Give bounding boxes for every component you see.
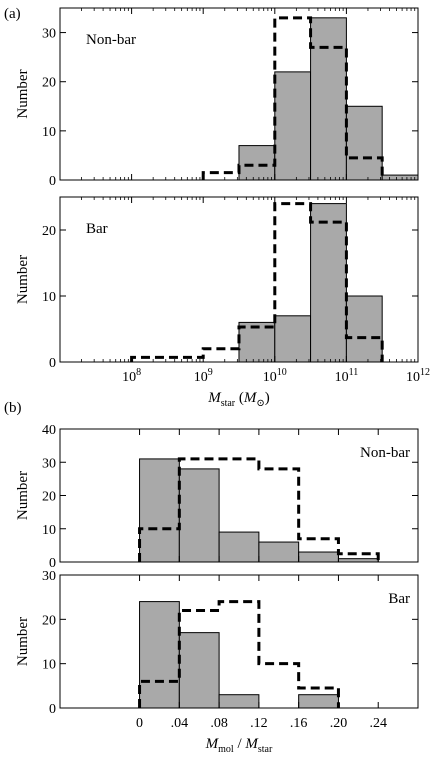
panel-label: Non-bar bbox=[360, 445, 410, 461]
x-tick-label: 108 bbox=[122, 367, 141, 385]
x-tick-label: .20 bbox=[330, 716, 348, 731]
dashed-step-line bbox=[201, 16, 384, 180]
y-tick-label: 10 bbox=[42, 290, 56, 305]
x-tick-label: .24 bbox=[369, 716, 387, 731]
x-tick-label: 0 bbox=[136, 716, 143, 731]
part-label-a: (a) bbox=[4, 6, 21, 22]
histogram-bar bbox=[345, 105, 383, 181]
x-tick-label: .08 bbox=[210, 716, 228, 731]
histogram-bar bbox=[218, 694, 260, 709]
x-tick-label: .04 bbox=[171, 716, 189, 731]
y-axis-label: Number bbox=[15, 617, 31, 666]
dashed-step-line bbox=[130, 202, 384, 362]
y-tick-label: 10 bbox=[42, 125, 56, 140]
x-axis-label: Mstar (M⊙) bbox=[207, 390, 270, 409]
histogram-bar bbox=[298, 694, 339, 709]
x-tick-label: 1011 bbox=[335, 367, 359, 385]
histogram-bar bbox=[258, 541, 300, 563]
histogram-bar bbox=[238, 145, 276, 181]
histogram-bar bbox=[310, 203, 347, 363]
y-tick-label: 0 bbox=[49, 174, 56, 189]
panel-label: Non-bar bbox=[86, 32, 136, 48]
x-tick-label: 1010 bbox=[263, 367, 287, 385]
histogram-bar bbox=[345, 295, 383, 363]
y-tick-label: 10 bbox=[42, 658, 56, 673]
panel-label: Bar bbox=[388, 591, 410, 607]
y-tick-label: 0 bbox=[49, 556, 56, 571]
histogram-bar bbox=[298, 551, 339, 563]
plot-frame bbox=[59, 196, 419, 363]
x-tick-label: .12 bbox=[250, 716, 268, 731]
y-tick-label: 30 bbox=[42, 456, 56, 471]
y-tick-label: 40 bbox=[42, 423, 56, 438]
y-axis-label: Number bbox=[15, 471, 31, 520]
dashed-step-line bbox=[138, 600, 340, 708]
y-tick-label: 0 bbox=[49, 702, 56, 717]
y-tick-label: 0 bbox=[49, 356, 56, 371]
y-axis-label: Number bbox=[15, 255, 31, 304]
y-tick-label: 20 bbox=[42, 224, 56, 239]
histogram-bar bbox=[310, 17, 347, 181]
y-tick-label: 10 bbox=[42, 523, 56, 538]
histogram-bar bbox=[381, 174, 419, 181]
plot-frame bbox=[59, 7, 419, 181]
x-tick-label: 109 bbox=[194, 367, 213, 385]
histogram-bar bbox=[139, 458, 180, 563]
y-tick-label: 30 bbox=[42, 27, 56, 42]
histogram-bar bbox=[218, 531, 260, 563]
panel-b-nonbar: 0 10 20 30 40 Number Non-bar bbox=[15, 423, 419, 571]
y-axis-label: Number bbox=[15, 69, 31, 118]
histogram-bar bbox=[139, 601, 180, 709]
x-tick-label: .16 bbox=[290, 716, 308, 731]
panel-a-bar: 0 10 20 108 109 1010 1011 1012 Number Bar Mstar (M… bbox=[15, 196, 430, 409]
histogram-bar bbox=[274, 315, 312, 363]
y-tick-label: 20 bbox=[42, 490, 56, 505]
dashed-step-line bbox=[138, 457, 380, 562]
y-tick-label: 20 bbox=[42, 613, 56, 628]
y-tick-label: 30 bbox=[42, 569, 56, 584]
plot-frame bbox=[59, 574, 419, 709]
panel-b-bar: 0 10 20 30 0 .04 .08 .12 .16 .20 .24 Number Bar Mmol … bbox=[15, 569, 419, 755]
histogram-bar bbox=[178, 468, 220, 563]
x-tick-label: 1012 bbox=[406, 367, 430, 385]
histogram-bar bbox=[274, 71, 312, 181]
panel-a-nonbar: 0 10 20 30 Number Non-bar bbox=[15, 7, 419, 189]
panel-label: Bar bbox=[86, 221, 108, 237]
y-tick-label: 20 bbox=[42, 76, 56, 91]
x-axis-label: Mmol / Mstar bbox=[205, 736, 273, 755]
part-label-b: (b) bbox=[4, 400, 22, 416]
histogram-bar bbox=[178, 632, 220, 709]
